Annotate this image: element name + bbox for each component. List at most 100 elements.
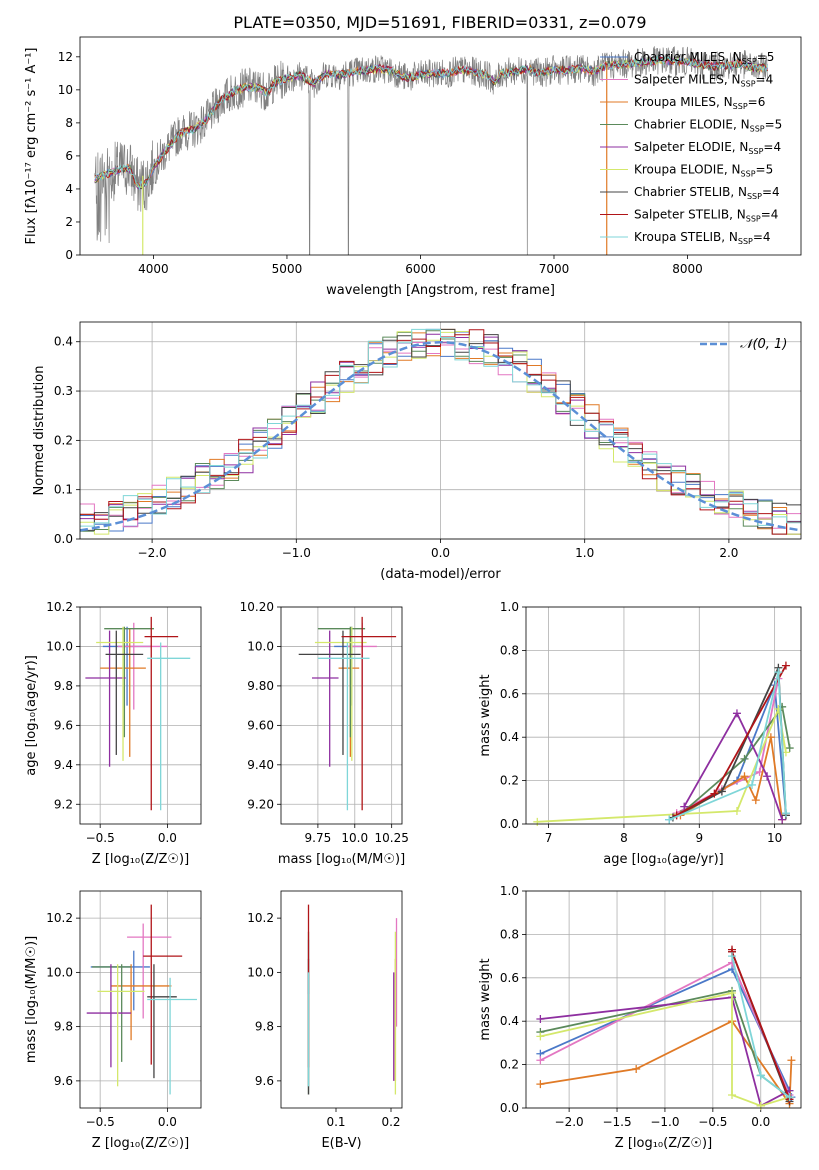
normal-legend-label: 𝒩(0, 1) [740, 337, 787, 352]
x-tick-label: −0.5 [86, 1115, 115, 1129]
y-tick-label: 9.80 [247, 679, 274, 693]
weight-marker [732, 709, 741, 718]
x-tick-label: 5000 [272, 262, 303, 276]
weight-marker [787, 1056, 796, 1065]
legend-label: Salpeter STELIB, NSSP=4 [634, 208, 778, 224]
y-tick-label: 10.2 [247, 911, 274, 925]
weight-marker [774, 668, 783, 677]
y-axis-label: mass weight [478, 674, 493, 756]
panel-mass-vs-ebv: 0.1 0.2 9.6 9.8 10.0 10.2 E(B-V) [247, 890, 403, 1151]
weight-marker [756, 1071, 765, 1080]
y-tick-label: 10.0 [46, 639, 73, 653]
y-tick-label: 0.6 [500, 971, 519, 985]
weight-marker [781, 661, 790, 670]
x-tick-label: 0.0 [431, 546, 450, 560]
weight-marker [710, 789, 719, 798]
weight-lines [536, 945, 796, 1110]
x-tick-label: −2.0 [138, 546, 167, 560]
x-tick-label: −1.0 [650, 1115, 679, 1129]
x-tick-label: −1.5 [602, 1115, 631, 1129]
x-tick-label: 6000 [405, 262, 436, 276]
spectrum-model-6 [94, 55, 768, 190]
y-tick-label: 0.2 [500, 774, 519, 788]
x-tick-label: 0.2 [381, 1115, 400, 1129]
weight-marker [536, 1015, 545, 1024]
y-tick-label: 0.0 [500, 1101, 519, 1115]
weight-marker [536, 1056, 545, 1065]
y-axis-label: Normed distribution [32, 366, 47, 496]
y-tick-label: 9.4 [54, 758, 73, 772]
legend-label: Kroupa MILES, NSSP=6 [634, 95, 765, 111]
y-tick-label: 10.0 [247, 965, 274, 979]
y-tick-label: 0.3 [54, 384, 73, 398]
x-tick-label: 0.0 [751, 1115, 770, 1129]
y-tick-label: 6 [65, 149, 73, 163]
y-axis-label: Flux [fλ10⁻¹⁷ erg cm⁻² s⁻¹ A⁻¹] [24, 48, 39, 245]
legend-label: Salpeter ELODIE, NSSP=4 [634, 140, 781, 156]
y-tick-label: 9.2 [54, 797, 73, 811]
y-tick-label: 0.0 [54, 532, 73, 546]
x-axis-label: Z [log₁₀(Z/Z☉)] [92, 852, 189, 867]
x-tick-label: 0.0 [158, 1115, 177, 1129]
x-tick-label: 1.0 [575, 546, 594, 560]
weight-marker [632, 1064, 641, 1073]
y-tick-label: 9.6 [255, 1074, 274, 1088]
x-tick-label: 10.0 [341, 831, 368, 845]
x-tick-label: 8 [620, 831, 628, 845]
weight-lines [533, 661, 794, 826]
residual-hist-8 [80, 328, 801, 527]
weight-series-4 [683, 711, 784, 820]
weight-marker [748, 780, 757, 789]
panel-weight-vs-age: 7 8 9 10 0.0 0.2 0.4 0.6 0.8 1.0 age [log₁₀(age/yr… [478, 600, 802, 867]
x-tick-label: 0.1 [326, 1115, 345, 1129]
weight-marker [536, 1080, 545, 1089]
y-tick-label: 12 [58, 50, 73, 64]
legend-label: Kroupa STELIB, NSSP=4 [634, 230, 771, 246]
y-tick-label: 9.20 [247, 797, 274, 811]
y-tick-label: 1.0 [500, 600, 519, 614]
y-tick-label: 0.2 [54, 433, 73, 447]
x-tick-label: −0.5 [86, 831, 115, 845]
errorbars [86, 904, 197, 1095]
weight-marker [778, 815, 787, 824]
weight-marker [751, 796, 760, 805]
axes-frame [79, 321, 802, 540]
axes-frame [525, 606, 802, 825]
x-axis-label: (data-model)/error [380, 567, 501, 582]
spectrum-model-8 [94, 54, 769, 191]
weight-marker [665, 815, 674, 824]
weight-marker [766, 733, 775, 742]
weight-series-8 [668, 671, 787, 821]
x-axis-label: mass [log₁₀(M/M☉)] [278, 852, 405, 867]
weight-series-4 [540, 996, 790, 1108]
x-tick-label: −2.0 [555, 1115, 584, 1129]
spectrum-lines [94, 46, 769, 255]
axes-frame [525, 890, 802, 1109]
x-tick-label: 8000 [672, 262, 703, 276]
y-tick-label: 0.8 [500, 927, 519, 941]
weight-marker [763, 772, 772, 781]
weight-marker [533, 817, 542, 826]
y-axis-label: mass [log₁₀(M/M☉)] [24, 936, 39, 1063]
weight-marker [728, 988, 737, 997]
y-tick-label: 10.2 [46, 600, 73, 614]
weight-marker [728, 1090, 737, 1099]
normal-curve [80, 340, 801, 532]
x-axis-label: wavelength [Angstrom, rest frame] [326, 283, 555, 298]
panel-age-vs-mass: 9.75 10.0 10.25 9.20 9.40 9.60 9.80 10.0 10.20 ma… [240, 600, 409, 867]
y-tick-label: 9.40 [247, 758, 274, 772]
x-tick-label: −0.5 [698, 1115, 727, 1129]
y-axis-label: age [log₁₀(age/yr)] [24, 655, 39, 776]
weight-series-5 [537, 705, 787, 823]
weight-marker [785, 744, 794, 753]
y-tick-label: 9.8 [54, 1020, 73, 1034]
legend-label: Chabrier ELODIE, NSSP=5 [634, 118, 782, 134]
x-axis-label: Z [log₁₀(Z/Z☉)] [615, 1136, 712, 1151]
x-tick-label: 9 [695, 831, 703, 845]
errorbars [307, 904, 398, 1095]
axes-frame [79, 36, 802, 256]
y-tick-label: 1.0 [500, 884, 519, 898]
panel-age-vs-Z: −0.5 0.0 9.2 9.4 9.6 9.8 10.0 10.2 Z [log₁₀(Z/Z☉… [24, 600, 202, 867]
axes-frame [79, 890, 202, 1109]
